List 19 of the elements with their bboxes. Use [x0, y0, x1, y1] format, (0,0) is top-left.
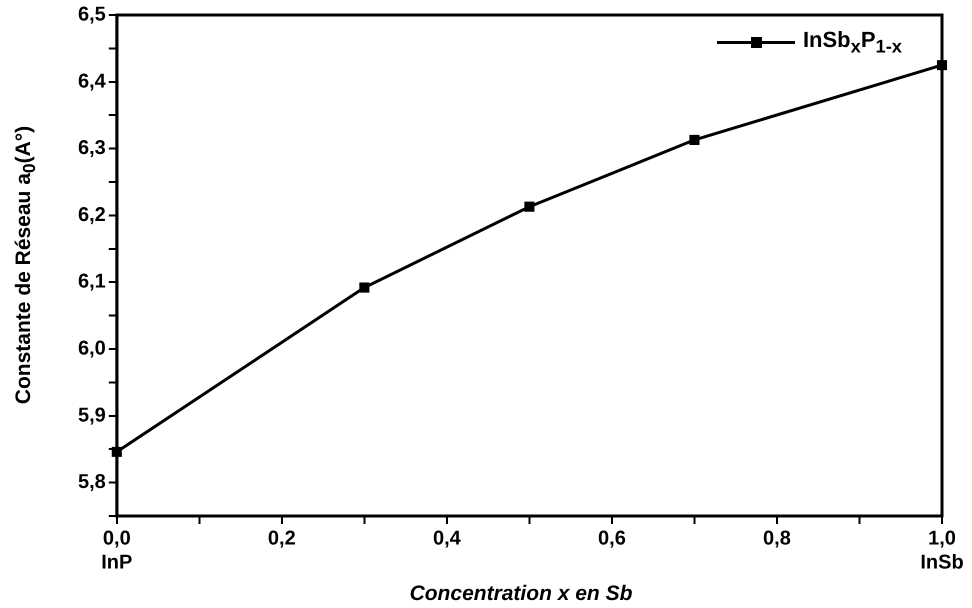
x-axis-title: Concentration x en Sb [408, 582, 634, 606]
point [524, 202, 534, 212]
y-tick-label: 6,2 [78, 204, 106, 226]
y-tick-label: 5,8 [78, 471, 106, 494]
x-tick-label: 0,8 [763, 528, 791, 550]
x-tick-label: 0,2 [268, 528, 296, 550]
x-tick-label: 0,0 InP [101, 528, 132, 574]
point [359, 282, 370, 293]
x-tick-label: 0,4 [432, 528, 462, 550]
y-tick-label: 6,5 [78, 4, 106, 26]
y-tick-label: 6,3 [78, 137, 106, 160]
legend-label: InSb$_{x}$P$_{1-x}$ [802, 27, 902, 58]
y-tick-label: 6,1 [78, 270, 106, 293]
x-tick-label: 0,6 [598, 528, 626, 550]
x-tick-label: 1,0 InSb [920, 528, 964, 574]
y-tick-label: 5,9 [78, 404, 106, 426]
point [689, 134, 700, 145]
y-tick-label: 6,0 [78, 338, 106, 360]
y-tick-label: 6,4 [78, 70, 107, 92]
